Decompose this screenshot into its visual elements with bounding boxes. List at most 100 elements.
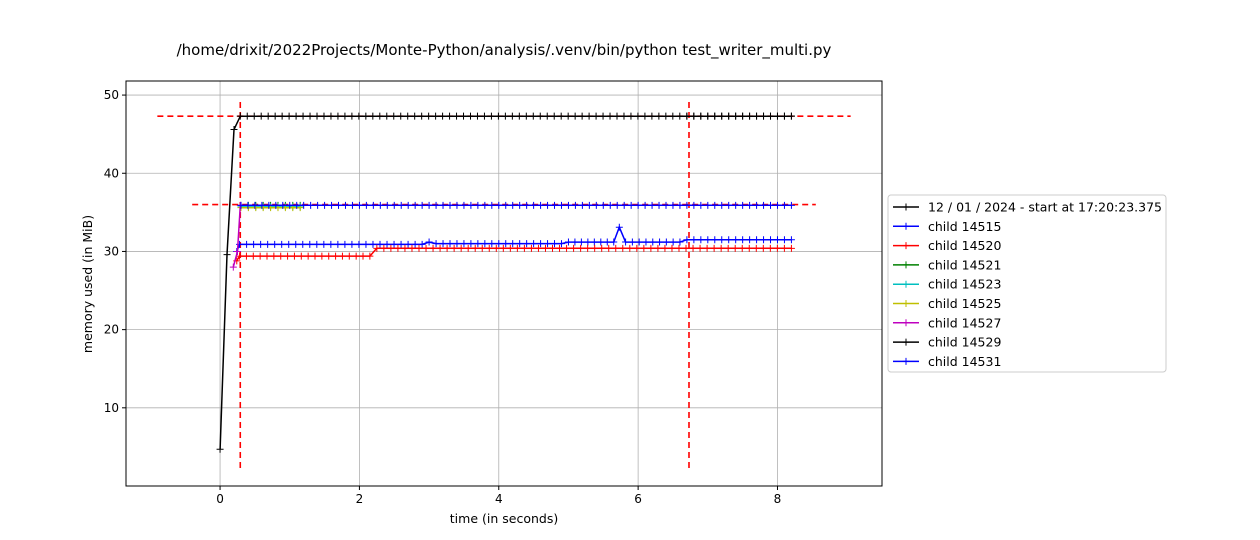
series-line [236, 247, 792, 262]
data-point-marker [530, 201, 538, 209]
data-point-marker [753, 112, 761, 120]
x-tick-label: 0 [216, 492, 224, 506]
data-point-marker [467, 240, 475, 248]
legend-label: child 14525 [928, 296, 1001, 311]
legend-item: 12 / 01 / 2024 - start at 17:20:23.375 [893, 200, 1162, 215]
legend-marker [902, 300, 910, 307]
data-point-marker [230, 125, 238, 133]
data-point-marker [724, 244, 732, 252]
data-point-marker [411, 201, 419, 209]
data-point-marker [655, 112, 663, 120]
legend-label: child 14515 [928, 219, 1001, 234]
data-point-marker [376, 201, 384, 209]
data-point-marker [425, 238, 433, 246]
data-point-marker [345, 252, 353, 260]
data-point-marker [341, 240, 349, 248]
data-point-marker [264, 112, 272, 120]
data-point-marker [615, 223, 623, 231]
data-point-marker [662, 201, 670, 209]
data-point-marker [446, 240, 454, 248]
legend-item: child 14529 [893, 335, 1001, 350]
data-point-marker [753, 201, 761, 209]
data-point-marker [682, 244, 690, 252]
data-point-marker [620, 201, 628, 209]
data-point-marker [285, 240, 293, 248]
reference-lines [157, 98, 851, 469]
data-point-marker [216, 445, 224, 453]
data-point-marker [325, 252, 333, 260]
data-point-marker [341, 201, 349, 209]
data-point-marker [585, 201, 593, 209]
data-point-marker [272, 201, 280, 209]
data-point-marker [529, 112, 537, 120]
legend-marker [902, 203, 910, 211]
data-point-marker [237, 201, 245, 209]
legend-box [887, 194, 1167, 373]
data-point-marker [383, 112, 391, 120]
data-point-marker [474, 240, 482, 248]
data-point-marker [648, 201, 656, 209]
data-point-marker [397, 112, 405, 120]
data-point-marker [446, 201, 454, 209]
data-point-marker [571, 201, 579, 209]
data-point-marker [739, 236, 747, 244]
data-point-marker [697, 112, 705, 120]
data-point-marker [613, 201, 621, 209]
legend: 12 / 01 / 2024 - start at 17:20:23.375 ch… [887, 194, 1167, 373]
data-point-marker [495, 201, 503, 209]
data-point-marker [348, 112, 356, 120]
data-point-marker [290, 252, 298, 260]
legend-item: child 14515 [893, 219, 1001, 234]
data-point-marker [236, 112, 244, 120]
data-point-marker [314, 201, 322, 209]
data-point-marker [627, 201, 635, 209]
data-point-marker [502, 240, 510, 248]
data-point-marker [278, 112, 286, 120]
data-point-marker [223, 251, 231, 259]
legend-item: child 14525 [893, 296, 1001, 311]
data-point-marker [292, 112, 300, 120]
data-point-marker [578, 201, 586, 209]
data-point-marker [263, 252, 271, 260]
data-point-marker [584, 238, 592, 246]
data-point-marker [683, 236, 691, 244]
data-point-marker [481, 240, 489, 248]
data-point-marker [355, 201, 363, 209]
data-point-marker [297, 252, 305, 260]
data-point-marker [627, 112, 635, 120]
data-point-marker [606, 201, 614, 209]
data-point-marker [335, 201, 343, 209]
data-point-marker [446, 112, 454, 120]
data-point-marker [229, 263, 237, 271]
data-point-marker [397, 201, 405, 209]
data-point-marker [355, 240, 363, 248]
data-point-marker [549, 244, 557, 252]
data-point-marker [376, 112, 384, 120]
data-point-marker [676, 238, 684, 246]
data-point-marker [418, 112, 426, 120]
data-point-marker [718, 236, 726, 244]
data-point-marker [676, 112, 684, 120]
data-point-marker [306, 240, 314, 248]
data-point-marker [690, 236, 698, 244]
data-point-marker [669, 238, 677, 246]
data-point-marker [516, 201, 524, 209]
data-point-marker [502, 201, 510, 209]
data-point-marker [348, 240, 356, 248]
data-point-marker [523, 240, 531, 248]
data-point-marker [766, 244, 774, 252]
data-point-marker [773, 112, 781, 120]
data-point-marker [488, 201, 496, 209]
data-point-marker [492, 244, 500, 252]
data-point-marker [321, 201, 329, 209]
data-point-marker [557, 201, 565, 209]
data-point-marker [739, 112, 747, 120]
data-point-marker [598, 244, 606, 252]
data-point-marker [499, 244, 507, 252]
data-point-marker [453, 112, 461, 120]
data-point-marker [300, 201, 308, 209]
data-point-marker [383, 201, 391, 209]
data-point-marker [642, 238, 650, 246]
data-point-marker [332, 252, 340, 260]
